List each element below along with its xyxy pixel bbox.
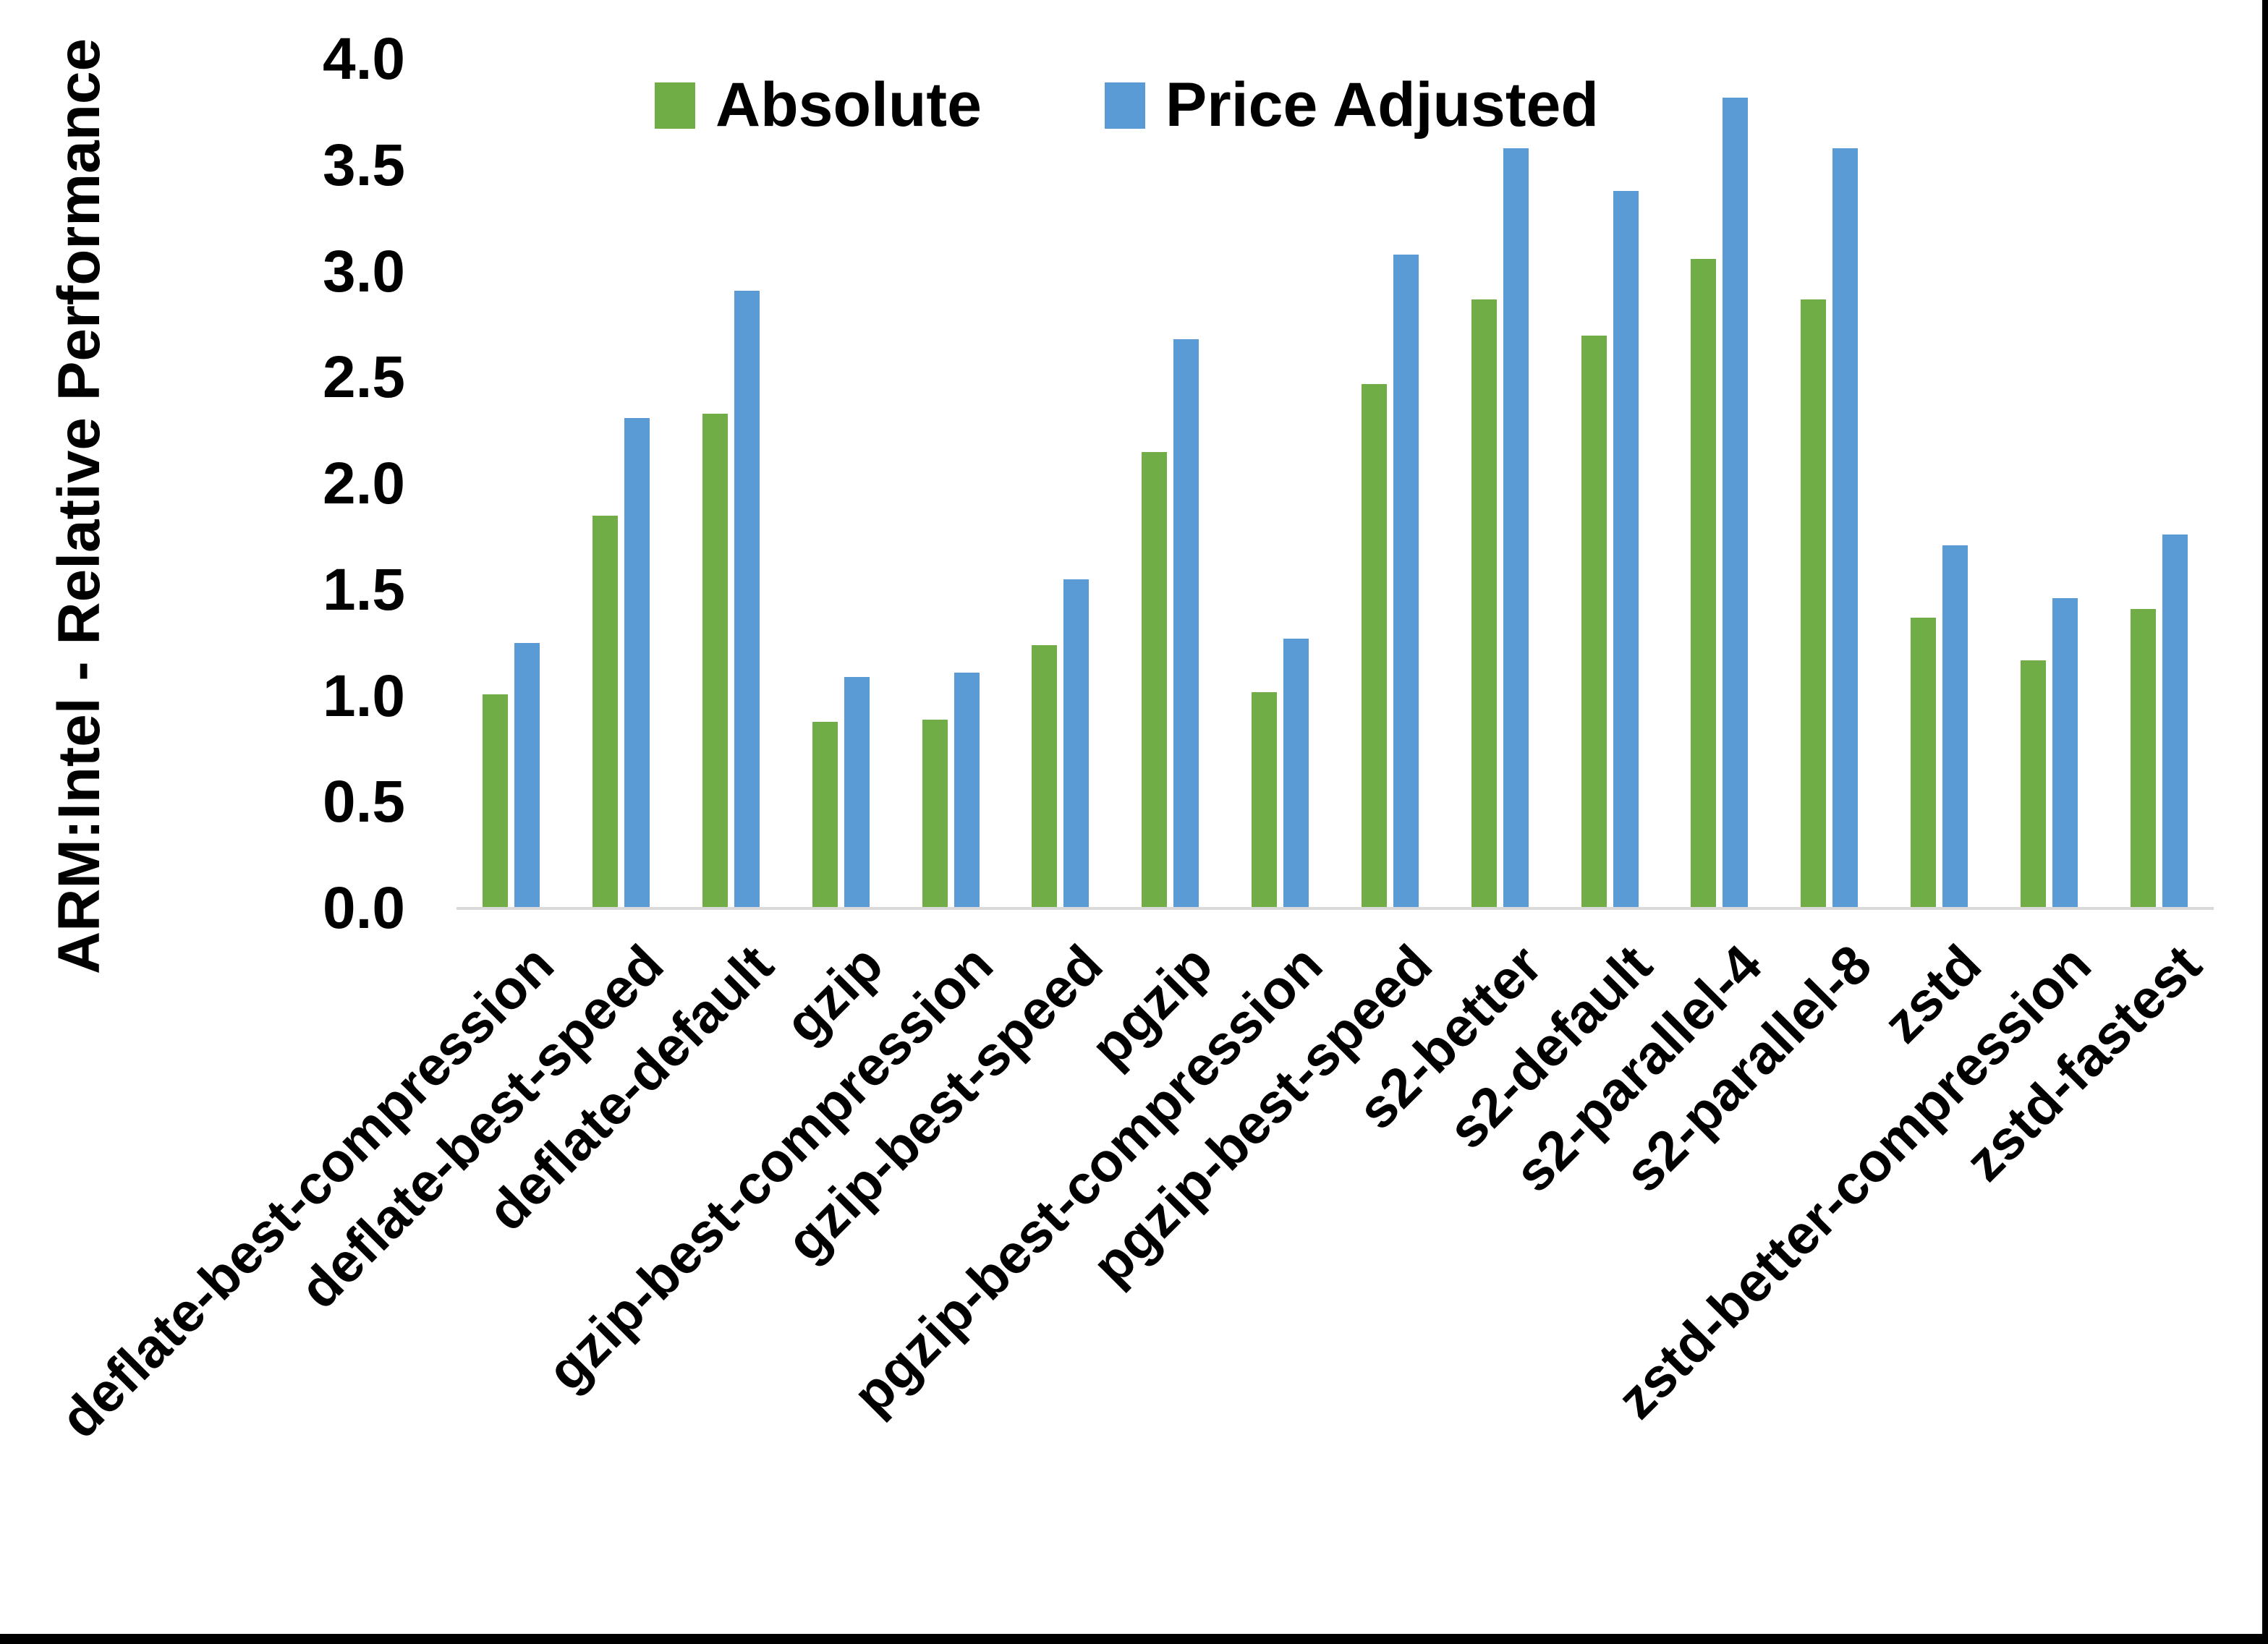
bar-pgzip-best-compression-price-adjusted (1283, 639, 1309, 908)
bar-s2-parallel-8-price-adjusted (1832, 148, 1859, 908)
y-tick-label-0.0: 0.0 (323, 875, 405, 941)
bar-gzip-best-speed-absolute (1032, 645, 1058, 908)
bar-s2-parallel-8-absolute (1801, 299, 1827, 908)
bar-pgzip-best-speed-absolute (1361, 384, 1387, 908)
y-tick-label-2.5: 2.5 (323, 344, 405, 411)
bar-gzip-absolute (812, 721, 838, 908)
bar-gzip-best-compression-absolute (922, 719, 948, 908)
y-tick-label-1.5: 1.5 (323, 556, 405, 623)
bar-s2-parallel-4-absolute (1691, 258, 1717, 908)
y-tick-label-3.0: 3.0 (323, 238, 405, 304)
bar-s2-better-price-adjusted (1503, 148, 1529, 908)
bar-zstd-price-adjusted (1942, 545, 1968, 908)
bar-pgzip-best-compression-absolute (1252, 691, 1278, 908)
bottom-border (0, 1634, 2268, 1644)
y-tick-label-0.5: 0.5 (323, 769, 405, 835)
bar-zstd-better-compression-absolute (2020, 660, 2046, 908)
bar-s2-default-price-adjusted (1613, 190, 1639, 908)
bar-deflate-default-absolute (702, 414, 729, 908)
y-tick-label-1.0: 1.0 (323, 663, 405, 729)
bar-deflate-default-price-adjusted (734, 290, 760, 908)
legend-swatch-absolute-icon (655, 82, 695, 129)
bar-zstd-absolute (1910, 617, 1936, 908)
y-tick-label-3.5: 3.5 (323, 132, 405, 198)
bar-deflate-best-compression-price-adjusted (514, 643, 540, 908)
bar-deflate-best-speed-absolute (593, 516, 619, 908)
legend-label-price-adjusted: Price Adjusted (1165, 70, 1599, 140)
bar-s2-better-absolute (1471, 299, 1497, 908)
bar-gzip-best-compression-price-adjusted (954, 673, 980, 908)
bar-gzip-best-speed-price-adjusted (1063, 579, 1090, 908)
legend-swatch-price-adjusted-icon (1104, 82, 1145, 129)
legend-label-absolute: Absolute (715, 70, 982, 140)
bar-pgzip-price-adjusted (1173, 339, 1199, 908)
bar-pgzip-best-speed-price-adjusted (1393, 255, 1419, 908)
bar-s2-parallel-4-price-adjusted (1723, 97, 1749, 908)
bar-deflate-best-compression-absolute (483, 694, 509, 908)
legend: Absolute Price Adjusted (655, 69, 1599, 141)
bar-gzip-price-adjusted (844, 677, 870, 908)
right-border (2262, 0, 2268, 1644)
x-axis-line (456, 907, 2214, 910)
y-tick-label-4.0: 4.0 (323, 26, 405, 92)
bar-zstd-fastest-price-adjusted (2162, 534, 2188, 908)
y-tick-label-2.0: 2.0 (323, 451, 405, 516)
bar-zstd-better-compression-price-adjusted (2052, 598, 2078, 908)
bar-zstd-fastest-absolute (2130, 609, 2156, 908)
bar-deflate-best-speed-price-adjusted (624, 418, 650, 908)
legend-entry-price-adjusted: Price Adjusted (1104, 69, 1599, 141)
bar-s2-default-absolute (1581, 335, 1607, 908)
legend-entry-absolute: Absolute (655, 69, 982, 141)
bar-pgzip-absolute (1142, 451, 1168, 908)
